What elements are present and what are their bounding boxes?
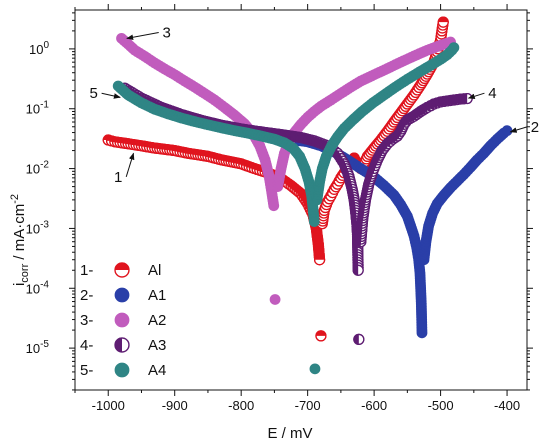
data-point bbox=[352, 264, 364, 276]
x-axis-title: E / mV bbox=[267, 425, 312, 442]
legend-label: A2 bbox=[148, 312, 166, 329]
x-tick-label: -400 bbox=[494, 398, 520, 413]
legend-index: 5- bbox=[80, 362, 93, 379]
annotation-label: 5 bbox=[89, 85, 97, 102]
data-point bbox=[448, 42, 460, 54]
legend-index: 1- bbox=[80, 262, 93, 279]
y-tick-label: 10-1 bbox=[26, 100, 50, 117]
data-point bbox=[353, 333, 365, 345]
legend-marker bbox=[114, 287, 130, 303]
annotation-arrow bbox=[125, 152, 135, 178]
axis-ticks: -1000 -900 -800 -700 -600 -500 -400 100 10-1 10-2… bbox=[26, 4, 533, 413]
data-point bbox=[269, 294, 281, 305]
legend-marker bbox=[114, 337, 130, 353]
y-tick-label: 10-2 bbox=[26, 160, 50, 177]
annotation-arrow bbox=[101, 92, 121, 99]
legend-label: A3 bbox=[148, 337, 166, 354]
legend-marker bbox=[114, 362, 130, 378]
data-point bbox=[314, 254, 326, 266]
y-axis-title-base: i bbox=[11, 283, 28, 286]
data-point bbox=[501, 125, 513, 137]
legend-label: A1 bbox=[148, 287, 166, 304]
x-tick-label: -900 bbox=[162, 398, 188, 413]
legend-index: 4- bbox=[80, 337, 93, 354]
x-tick-label: -500 bbox=[428, 398, 454, 413]
annotation-label: 3 bbox=[163, 25, 171, 42]
legend-index: 2- bbox=[80, 287, 93, 304]
data-point bbox=[315, 330, 327, 342]
legend-index: 3- bbox=[80, 312, 93, 329]
legend: 1- Al 2- A1 3- A2 4- A3 5- A4 bbox=[80, 262, 166, 379]
series-a2 bbox=[116, 32, 456, 305]
y-axis-title-unit: / mA·cm bbox=[11, 204, 28, 264]
data-point bbox=[308, 216, 320, 228]
data-point bbox=[416, 327, 428, 339]
series-a4 bbox=[112, 42, 460, 375]
y-axis-title-sup: -2 bbox=[9, 194, 21, 204]
data-points bbox=[102, 16, 513, 375]
y-tick-label: 10-4 bbox=[26, 279, 50, 296]
y-axis-title-sub: corr bbox=[19, 263, 31, 282]
annotation-arrow bbox=[467, 92, 485, 99]
y-axis-title: icorr / mA·cm-2 bbox=[9, 194, 31, 286]
annotation-label: 1 bbox=[114, 169, 122, 186]
data-point bbox=[461, 92, 473, 105]
data-point bbox=[268, 200, 280, 212]
x-tick-label: -600 bbox=[361, 398, 387, 413]
legend-label: A4 bbox=[148, 362, 166, 379]
x-tick-label: -1000 bbox=[92, 398, 125, 413]
annotation-arrow bbox=[509, 126, 528, 133]
data-point bbox=[309, 363, 321, 375]
y-tick-label: 10-5 bbox=[26, 339, 50, 356]
annotation-label: 4 bbox=[488, 85, 496, 102]
curve-annotations: 1 2 3 4 5 bbox=[89, 25, 539, 186]
legend-marker bbox=[114, 312, 130, 328]
y-tick-label: 100 bbox=[29, 40, 49, 57]
annotation-arrow bbox=[126, 32, 159, 40]
data-point bbox=[437, 16, 449, 28]
x-tick-label: -700 bbox=[295, 398, 321, 413]
x-tick-label: -800 bbox=[228, 398, 254, 413]
y-tick-label: 10-3 bbox=[26, 219, 50, 236]
legend-marker bbox=[114, 262, 130, 278]
annotation-label: 2 bbox=[531, 119, 539, 136]
legend-label: Al bbox=[148, 262, 161, 279]
